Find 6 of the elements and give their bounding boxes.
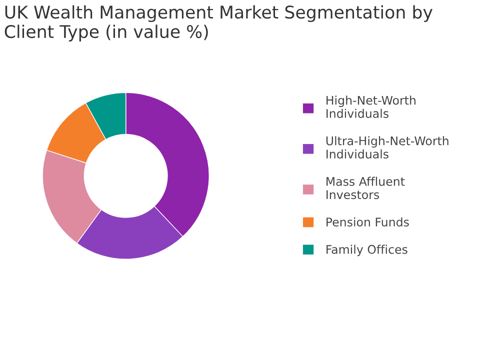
legend-label: High-Net-Worth Individuals [326, 96, 416, 118]
legend-label: Family Offices [326, 244, 408, 256]
legend-label: Pension Funds [326, 217, 409, 226]
legend-label: Mass Affluent Investors [326, 176, 405, 200]
legend-label: Ultra-High-Net-Worth Individuals [326, 136, 448, 159]
chart-title: UK Wealth Management Market Segmentation by Client Type (in value %) [4, 5, 432, 42]
